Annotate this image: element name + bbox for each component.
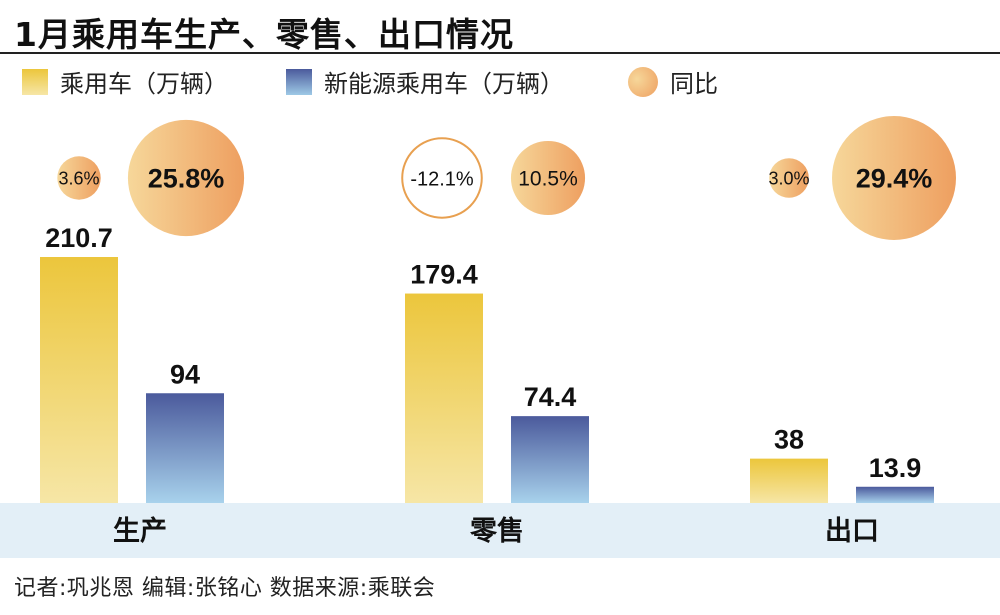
yoy-bubble-passenger-negative — [401, 137, 483, 219]
yoy-bubble-nev — [832, 116, 956, 240]
legend-swatch-nev — [286, 68, 312, 95]
bar-nev — [146, 393, 224, 503]
yoy-bubble-passenger-label: -12.1% — [410, 169, 474, 191]
yoy-bubble-passenger-label: 3.0% — [768, 168, 809, 188]
legend-item-nev: 新能源乘用车（万辆） — [286, 64, 564, 99]
value-label-passenger: 210.7 — [45, 223, 113, 253]
yoy-bubble-nev-label: 25.8% — [148, 164, 225, 194]
category-label: 出口 — [825, 516, 879, 547]
yoy-bubble-nev-label: 29.4% — [856, 164, 933, 194]
bar-passenger — [405, 293, 483, 503]
title-divider — [0, 52, 1000, 54]
value-label-nev: 13.9 — [869, 453, 922, 483]
yoy-bubble-nev — [127, 119, 245, 237]
bar-nev — [856, 486, 934, 503]
value-label-passenger: 38 — [774, 425, 804, 455]
legend-label-yoy: 同比 — [670, 70, 718, 98]
legend-item-passenger: 乘用车（万辆） — [22, 64, 228, 99]
yoy-bubble-nev — [510, 140, 586, 216]
category-label: 零售 — [469, 515, 524, 547]
legend-swatch-passenger — [22, 68, 48, 95]
legend-item-yoy: 同比 — [628, 64, 718, 99]
value-label-passenger: 179.4 — [410, 260, 478, 290]
legend: 乘用车（万辆） 新能源乘用车（万辆） 同比 — [0, 64, 1000, 98]
legend-label-passenger: 乘用车（万辆） — [60, 70, 228, 98]
chart-title: 1月乘用车生产、零售、出口情况 — [14, 15, 514, 54]
yoy-bubble-passenger — [57, 156, 101, 200]
legend-label-nev: 新能源乘用车（万辆） — [324, 70, 564, 98]
yoy-bubble-passenger-label: 3.6% — [58, 168, 99, 188]
bar-passenger — [40, 257, 118, 503]
source-credit: 记者:巩兆恩 编辑:张铭心 数据来源:乘联会 — [14, 576, 436, 601]
value-label-nev: 74.4 — [524, 382, 577, 412]
legend-swatch-yoy — [628, 66, 658, 97]
yoy-bubble-nev-label: 10.5% — [518, 168, 578, 191]
category-label: 生产 — [113, 516, 167, 547]
value-label-nev: 94 — [170, 359, 200, 389]
category-band — [0, 503, 1000, 558]
bar-passenger — [750, 458, 828, 503]
yoy-bubble-passenger — [769, 158, 809, 198]
bar-nev — [511, 416, 589, 503]
